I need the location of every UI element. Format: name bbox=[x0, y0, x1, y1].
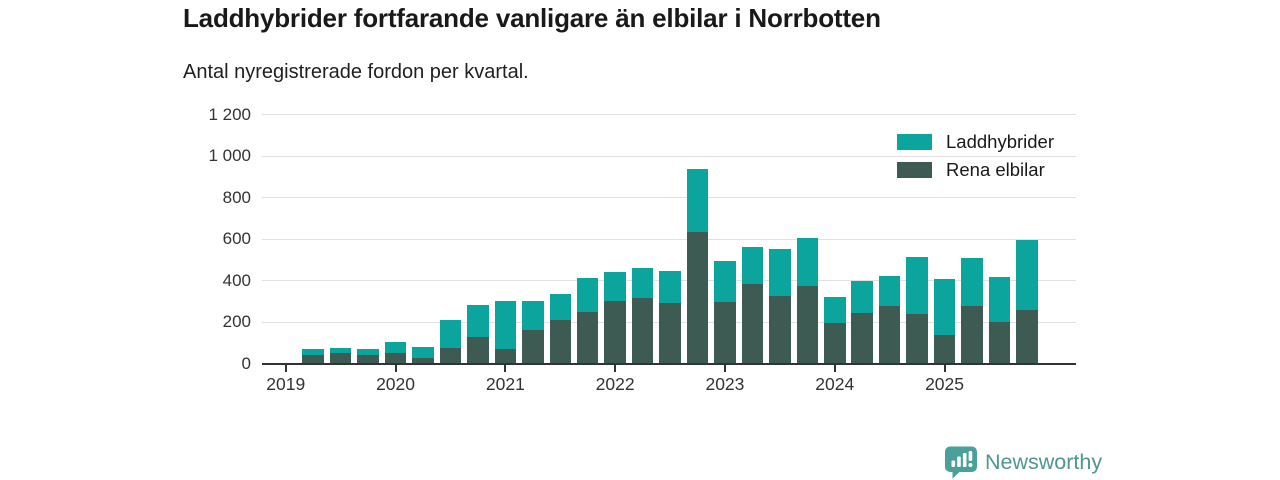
chart-title: Laddhybrider fortfarande vanligare än el… bbox=[183, 3, 881, 33]
newsworthy-logo-mark-icon bbox=[945, 446, 977, 479]
bar-2022-Q2-rena-elbilar bbox=[631, 298, 654, 364]
gridline-600 bbox=[262, 238, 1076, 240]
y-tick-label: 800 bbox=[222, 187, 251, 207]
rena-elbilar-swatch-icon bbox=[897, 161, 932, 178]
bar-2025-Q2-rena-elbilar bbox=[961, 306, 983, 364]
bar-2021-Q3-laddhybrider bbox=[549, 293, 571, 320]
bar-2019-Q2-rena-elbilar bbox=[302, 355, 324, 364]
bar-2024-Q2-laddhybrider bbox=[851, 280, 873, 313]
x-tick-label: 2024 bbox=[815, 373, 855, 394]
bar-2022-Q4-rena-elbilar bbox=[686, 231, 709, 364]
bar-2024-Q4-rena-elbilar bbox=[906, 313, 928, 364]
newsworthy-logo-text: Newsworthy bbox=[985, 450, 1103, 474]
bar-2022-Q1-laddhybrider bbox=[604, 272, 626, 302]
bar-2021-Q1-rena-elbilar bbox=[494, 348, 517, 364]
bar-2022-Q2-laddhybrider bbox=[631, 268, 654, 299]
y-tick-label: 1 000 bbox=[208, 146, 251, 165]
legend-label: Rena elbilar bbox=[946, 158, 1045, 180]
bar-2021-Q2-rena-elbilar bbox=[522, 330, 544, 364]
bar-2023-Q1-rena-elbilar bbox=[714, 302, 736, 364]
bar-2019-Q3-rena-elbilar bbox=[329, 353, 352, 364]
y-tick-label: 600 bbox=[222, 229, 251, 248]
bar-2022-Q4-laddhybrider bbox=[686, 169, 709, 232]
bar-2022-Q3-laddhybrider bbox=[659, 271, 681, 304]
bar-2023-Q2-laddhybrider bbox=[741, 247, 764, 284]
x-tick-2022 bbox=[614, 365, 617, 372]
bar-2025-Q4-rena-elbilar bbox=[1016, 309, 1038, 364]
y-tick-label: 400 bbox=[222, 270, 251, 290]
bar-2025-Q4-laddhybrider bbox=[1016, 240, 1038, 310]
x-tick-label: 2025 bbox=[925, 373, 965, 394]
bar-2021-Q2-laddhybrider bbox=[522, 301, 544, 331]
bar-2021-Q4-rena-elbilar bbox=[576, 311, 599, 364]
bar-2019-Q4-laddhybrider bbox=[357, 348, 379, 356]
legend: Laddhybrider Rena elbilar bbox=[897, 130, 1054, 180]
chart-subtitle: Antal nyregistrerade fordon per kvartal. bbox=[183, 61, 529, 83]
bar-2023-Q4-laddhybrider bbox=[796, 237, 819, 286]
bar-2024-Q3-rena-elbilar bbox=[878, 306, 901, 364]
bar-2023-Q1-laddhybrider bbox=[714, 260, 736, 303]
y-tick-label: 0 bbox=[241, 353, 251, 373]
bar-2024-Q3-laddhybrider bbox=[878, 276, 901, 307]
bar-2021-Q3-rena-elbilar bbox=[549, 319, 571, 364]
x-tick-2023 bbox=[723, 365, 726, 372]
x-tick-label: 2021 bbox=[485, 373, 525, 394]
x-tick-2025 bbox=[943, 365, 946, 372]
bar-2024-Q2-rena-elbilar bbox=[851, 312, 873, 364]
bar-2020-Q4-laddhybrider bbox=[467, 305, 489, 337]
bar-2019-Q2-laddhybrider bbox=[302, 348, 324, 356]
gridline-1200 bbox=[262, 114, 1076, 115]
bar-2025-Q3-laddhybrider bbox=[988, 277, 1011, 322]
bar-2020-Q1-rena-elbilar bbox=[384, 353, 407, 364]
bar-2025-Q1-rena-elbilar bbox=[933, 335, 956, 364]
x-tick-2021 bbox=[504, 365, 507, 372]
x-tick-2020 bbox=[394, 365, 397, 372]
bar-2020-Q1-laddhybrider bbox=[384, 341, 407, 354]
x-tick-2024 bbox=[833, 365, 836, 372]
bar-2023-Q2-rena-elbilar bbox=[741, 283, 764, 364]
y-tick-label: 1 200 bbox=[208, 104, 251, 124]
bar-2025-Q1-laddhybrider bbox=[933, 279, 956, 336]
bar-2023-Q3-rena-elbilar bbox=[769, 296, 791, 364]
bar-2019-Q4-rena-elbilar bbox=[357, 355, 379, 364]
bar-2024-Q1-rena-elbilar bbox=[824, 323, 846, 364]
bar-2022-Q3-rena-elbilar bbox=[659, 303, 681, 364]
x-tick-label: 2022 bbox=[595, 373, 635, 394]
x-axis-line bbox=[262, 362, 1076, 365]
y-tick-label: 200 bbox=[222, 312, 251, 331]
bar-2024-Q4-laddhybrider bbox=[906, 256, 928, 314]
bar-2020-Q2-rena-elbilar bbox=[412, 358, 434, 364]
x-tick-2019 bbox=[284, 365, 287, 372]
bar-2020-Q3-rena-elbilar bbox=[439, 347, 462, 364]
legend-item-rena-elbilar: Rena elbilar bbox=[897, 158, 1054, 180]
bar-2025-Q2-laddhybrider bbox=[961, 257, 983, 307]
newsworthy-logo: Newsworthy bbox=[944, 446, 1102, 479]
bar-2022-Q1-rena-elbilar bbox=[604, 301, 626, 364]
bar-2020-Q3-laddhybrider bbox=[439, 319, 462, 348]
x-tick-label: 2019 bbox=[266, 373, 306, 394]
bar-2024-Q1-laddhybrider bbox=[824, 297, 846, 324]
bar-2025-Q3-rena-elbilar bbox=[988, 322, 1011, 364]
legend-label: Laddhybrider bbox=[946, 130, 1054, 152]
gridline-1000 bbox=[262, 155, 1076, 157]
bar-2019-Q3-laddhybrider bbox=[329, 347, 352, 354]
bar-2020-Q2-laddhybrider bbox=[412, 346, 434, 359]
bar-2023-Q3-laddhybrider bbox=[769, 249, 791, 297]
bar-2021-Q1-laddhybrider bbox=[494, 301, 517, 349]
bar-2023-Q4-rena-elbilar bbox=[796, 285, 819, 364]
bar-2021-Q4-laddhybrider bbox=[576, 278, 599, 312]
bar-2020-Q4-rena-elbilar bbox=[467, 336, 489, 364]
legend-item-laddhybrider: Laddhybrider bbox=[897, 130, 1054, 152]
laddhybrider-swatch-icon bbox=[897, 133, 932, 150]
x-tick-label: 2020 bbox=[376, 373, 416, 394]
gridline-800 bbox=[262, 197, 1076, 198]
x-tick-label: 2023 bbox=[705, 373, 745, 394]
